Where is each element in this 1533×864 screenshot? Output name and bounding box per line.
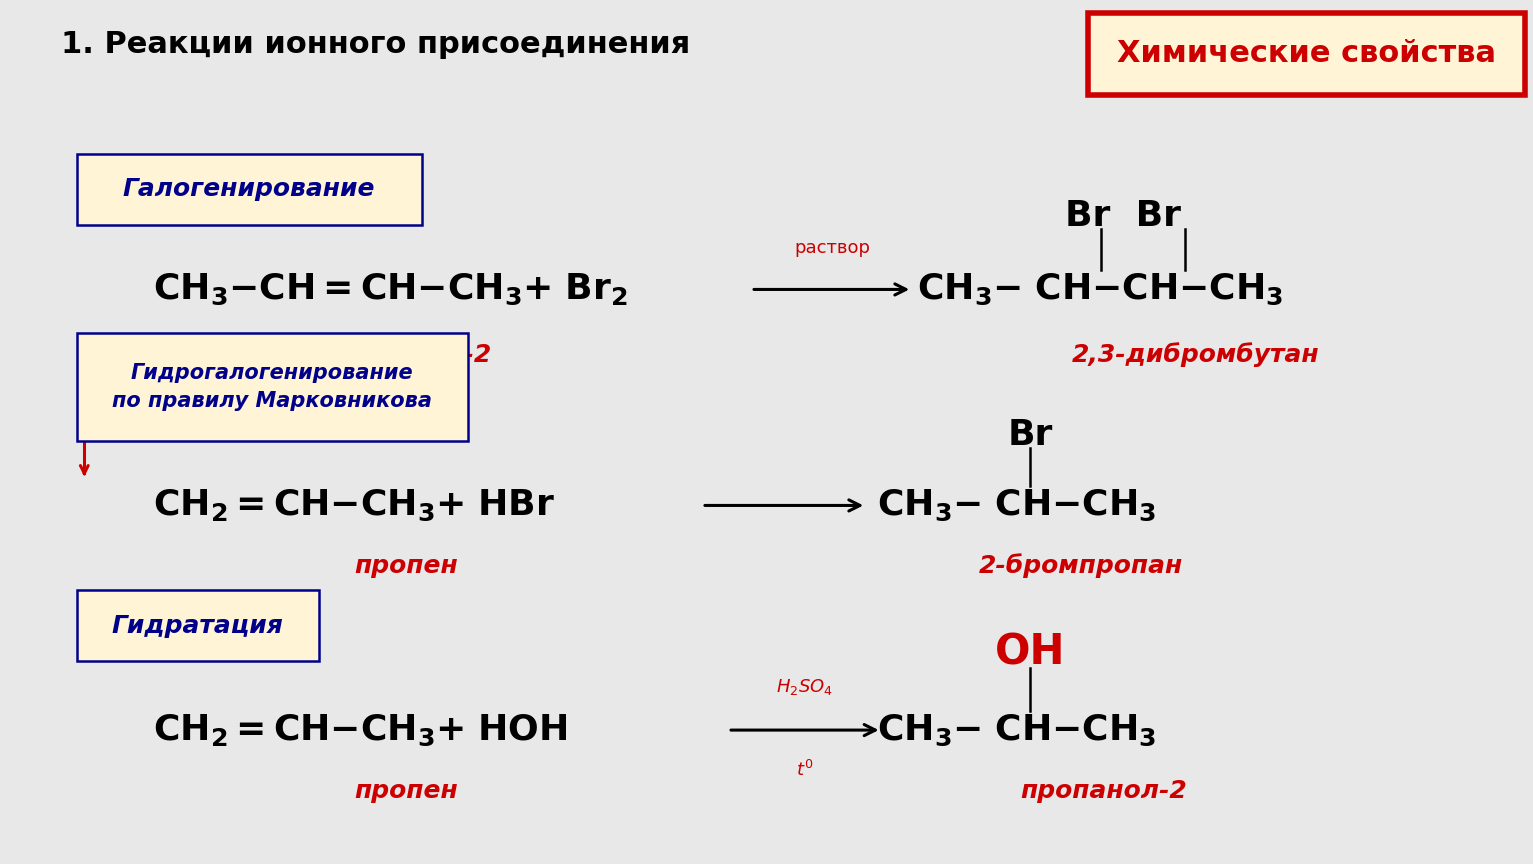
Text: $\mathbf{CH_3{-}\ CH{-}CH_3}$: $\mathbf{CH_3{-}\ CH{-}CH_3}$: [877, 713, 1156, 747]
Text: OH: OH: [995, 632, 1065, 673]
FancyBboxPatch shape: [77, 333, 468, 441]
Text: пропен: пропен: [354, 778, 458, 803]
Text: Br: Br: [1007, 417, 1053, 452]
Text: $\mathbf{CH_3{-}\ CH{-}CH_3}$: $\mathbf{CH_3{-}\ CH{-}CH_3}$: [877, 488, 1156, 523]
Text: раствор: раствор: [794, 238, 871, 257]
Text: пропен: пропен: [354, 554, 458, 578]
Text: Гидрогалогенирование
по правилу Марковникова: Гидрогалогенирование по правилу Марковни…: [112, 363, 432, 410]
Text: $t^0$: $t^0$: [796, 760, 814, 780]
Text: $\mathbf{CH_2{=}CH{-}CH_3{+}\ HOH}$: $\mathbf{CH_2{=}CH{-}CH_3{+}\ HOH}$: [153, 713, 569, 747]
Text: $\mathbf{CH_3{-}CH{=}CH{-}CH_3{+}\ Br_2}$: $\mathbf{CH_3{-}CH{=}CH{-}CH_3{+}\ Br_2}…: [153, 272, 629, 307]
Text: Химические свойства: Химические свойства: [1118, 40, 1496, 68]
Text: $\mathbf{CH_2{=}CH{-}CH_3{+}\ HBr}$: $\mathbf{CH_2{=}CH{-}CH_3{+}\ HBr}$: [153, 488, 555, 523]
FancyBboxPatch shape: [1088, 13, 1525, 95]
Text: Гидратация: Гидратация: [112, 613, 284, 638]
Text: пропанол-2: пропанол-2: [1021, 778, 1187, 803]
Text: 2,3-дибромбутан: 2,3-дибромбутан: [1072, 342, 1320, 366]
Text: $H_2SO_4$: $H_2SO_4$: [776, 677, 834, 697]
Text: 1. Реакции ионного присоединения: 1. Реакции ионного присоединения: [61, 30, 690, 60]
Text: Br  Br: Br Br: [1065, 199, 1182, 233]
Text: бутен-2: бутен-2: [382, 342, 492, 366]
Text: 2-бромпропан: 2-бромпропан: [978, 554, 1183, 578]
Text: Галогенирование: Галогенирование: [123, 177, 376, 201]
FancyBboxPatch shape: [77, 154, 422, 225]
Text: $\mathbf{CH_3{-}\ CH{-}CH{-}CH_3}$: $\mathbf{CH_3{-}\ CH{-}CH{-}CH_3}$: [917, 272, 1283, 307]
FancyBboxPatch shape: [77, 590, 319, 661]
